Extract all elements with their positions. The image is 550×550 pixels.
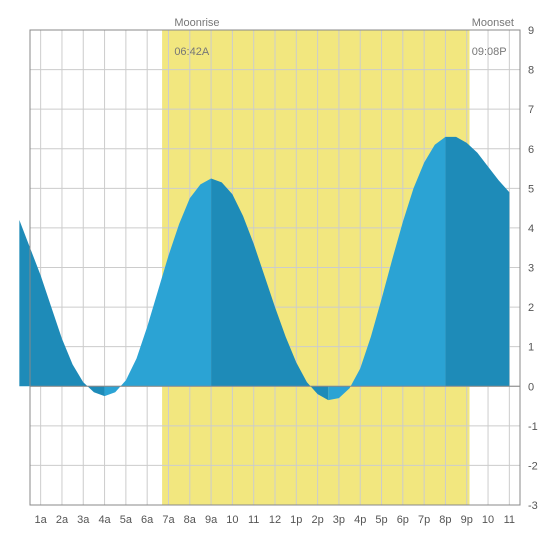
y-tick-label: 2 [528,302,534,314]
x-tick-label: 6p [397,514,409,526]
moonrise-label: Moonrise [174,17,219,29]
x-axis: 1a 2a 3a 4a 5a 6a 7a 8a 9a 10 11 12 1p 2p 3p 4p 5p 6p 7p 8p… [35,514,516,526]
x-tick-label: 9a [205,514,218,526]
x-tick-label: 2p [311,514,323,526]
x-tick-label: 4p [354,514,366,526]
x-tick-label: 1p [290,514,302,526]
x-tick-label: 11 [248,514,259,526]
x-tick-label: 3p [333,514,345,526]
y-tick-label: 9 [528,25,534,37]
x-tick-label: 7p [418,514,430,526]
moonrise-time: 06:42A [174,46,209,58]
y-tick-label: 4 [528,223,534,235]
x-tick-label: 6a [141,514,154,526]
y-tick-label: 8 [528,65,534,77]
x-tick-label: 4a [98,514,111,526]
y-tick-label: 1 [528,342,534,354]
y-tick-label: 0 [528,381,534,393]
x-tick-label: 1a [35,514,48,526]
y-tick-label: 3 [528,263,534,275]
y-tick-label: -2 [528,460,538,472]
x-tick-label: 11 [504,514,515,526]
x-tick-label: 12 [269,514,281,526]
chart-svg: -3-2-101234567891a2a3a4a5a6a7a8a9a101112… [0,0,550,550]
x-tick-label: 7a [162,514,175,526]
x-tick-label: 2a [56,514,69,526]
x-tick-label: 3a [77,514,90,526]
moonrise-annotation: Moonrise 06:42A [162,2,219,73]
x-tick-label: 5p [375,514,387,526]
x-tick-label: 5a [120,514,133,526]
y-tick-label: -1 [528,421,538,433]
y-tick-label: 5 [528,183,534,195]
x-tick-label: 8a [184,514,197,526]
moonset-time: 09:08P [472,46,507,58]
moonset-label: Moonset [472,17,514,29]
moonset-annotation: Moonset 09:08P [460,2,514,73]
y-tick-label: 6 [528,144,534,156]
tide-chart: -3-2-101234567891a2a3a4a5a6a7a8a9a101112… [0,0,550,550]
x-tick-label: 10 [482,514,494,526]
x-tick-label: 10 [226,514,238,526]
x-tick-label: 8p [439,514,451,526]
x-tick-label: 9p [461,514,473,526]
y-tick-label: -3 [528,500,538,512]
y-tick-label: 7 [528,104,534,116]
